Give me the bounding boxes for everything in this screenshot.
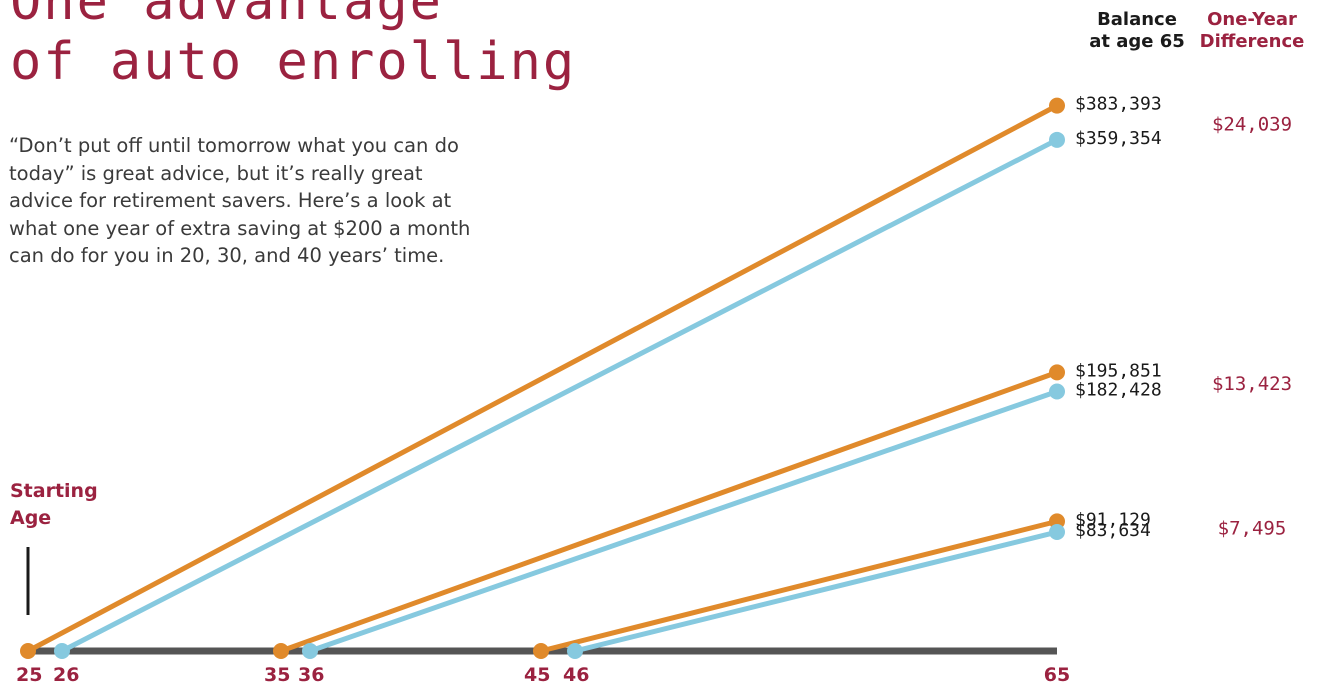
age-tick-label-35: 35 [264, 664, 290, 686]
starting-age-line-1: Starting [10, 480, 98, 502]
balance-header-line-1: Balance [1097, 9, 1177, 30]
series-lines [25, 103, 1060, 654]
difference-column-header: One-Year Difference [1190, 9, 1314, 53]
difference-label-2: $13,423 [1212, 373, 1292, 395]
difference-label-3: $7,495 [1218, 518, 1287, 540]
series-line-start-26 [59, 137, 1060, 654]
series-line-start-36 [307, 388, 1060, 654]
age-tick-label-36: 36 [298, 664, 324, 686]
series-end-point-25 [1049, 97, 1065, 114]
series-line-start-45 [538, 518, 1060, 654]
chart-title-line-1: One advantage [10, 0, 443, 32]
series-end-point-36 [1049, 383, 1065, 400]
starting-age-line-2: Age [10, 507, 52, 529]
balance-label-start-25: $383,393 [1075, 94, 1162, 115]
balance-label-start-36: $182,428 [1075, 379, 1162, 400]
series-start-point-36 [302, 643, 318, 659]
series-end-point-35 [1049, 364, 1065, 381]
age-tick-label-45: 45 [524, 664, 550, 686]
series-line-start-25 [25, 103, 1060, 654]
age-tick-label-25: 25 [16, 664, 42, 686]
series-points [20, 97, 1065, 659]
series-end-point-26 [1049, 131, 1065, 148]
balance-label-start-26: $359,354 [1075, 128, 1162, 149]
series-end-point-46 [1049, 524, 1065, 541]
series-start-point-45 [533, 643, 549, 659]
chart-title-line-2: of auto enrolling [10, 32, 577, 92]
age-tick-label-65: 65 [1044, 664, 1070, 686]
intro-paragraph: “Don’t put off until tomorrow what you c… [9, 134, 471, 267]
starting-age-label: Starting Age [10, 478, 98, 532]
chart-title: One advantage of auto enrolling [10, 0, 576, 92]
age-tick-label-46: 46 [563, 664, 589, 686]
series-line-start-35 [278, 369, 1060, 654]
series-start-point-26 [54, 643, 70, 659]
value-labels: 25 26 35 36 45 46 65$383,393$359,354$195,851$1… [16, 94, 1292, 686]
difference-header-line-1: One-Year [1207, 9, 1297, 30]
balance-header-line-2: at age 65 [1089, 31, 1185, 52]
difference-label-1: $24,039 [1212, 114, 1292, 136]
balance-label-start-45: $91,129 [1075, 509, 1151, 530]
age-tick-label-26: 26 [53, 664, 79, 686]
difference-header-line-2: Difference [1199, 31, 1305, 52]
series-start-point-46 [567, 643, 583, 659]
balance-label-start-46: $83,634 [1075, 520, 1151, 541]
balance-column-header: Balance at age 65 [1082, 9, 1192, 53]
series-line-start-46 [572, 529, 1060, 654]
series-start-point-35 [273, 643, 289, 659]
series-start-point-25 [20, 643, 36, 659]
balance-label-start-35: $195,851 [1075, 360, 1162, 381]
